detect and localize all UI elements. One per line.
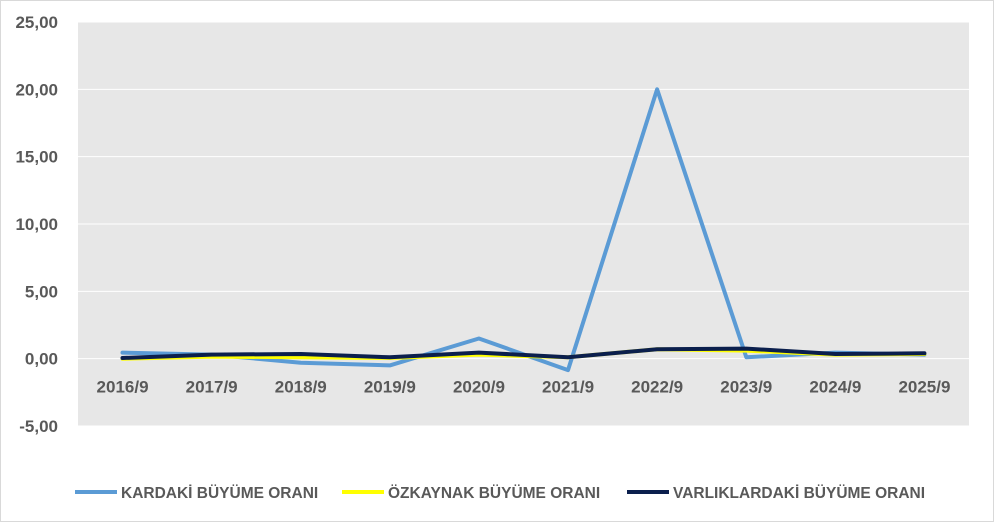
x-tick-label: 2025/9 (898, 378, 950, 397)
legend-label: KARDAKİ BÜYÜME ORANI (121, 485, 318, 502)
x-tick-label: 2018/9 (275, 378, 327, 397)
y-tick-label: 0,00 (25, 350, 58, 369)
y-tick-label: 10,00 (15, 215, 58, 234)
y-tick-label: -5,00 (19, 417, 58, 436)
x-axis-tick-labels: 2016/9 2017/9 2018/9 2019/9 2020/9 2021/9 2022… (97, 378, 951, 397)
y-tick-label: 15,00 (15, 148, 58, 167)
y-axis-tick-labels: -5,00 0,00 5,00 10,00 15,00 20,00 25,00 (15, 13, 58, 436)
x-tick-label: 2016/9 (97, 378, 149, 397)
legend-entry: VARLIKLARDAKİ BÜYÜME ORANI (627, 485, 925, 502)
x-tick-label: 2022/9 (631, 378, 683, 397)
legend-label: ÖZKAYNAK BÜYÜME ORANI (388, 485, 600, 502)
x-tick-label: 2021/9 (542, 378, 594, 397)
legend-entry: ÖZKAYNAK BÜYÜME ORANI (342, 485, 600, 502)
x-tick-label: 2019/9 (364, 378, 416, 397)
x-tick-label: 2020/9 (453, 378, 505, 397)
x-tick-label: 2024/9 (809, 378, 861, 397)
series-lines (120, 87, 927, 373)
x-tick-label: 2023/9 (720, 378, 772, 397)
y-tick-label: 20,00 (15, 80, 58, 99)
legend-label: VARLIKLARDAKİ BÜYÜME ORANI (673, 485, 925, 502)
y-tick-label: 5,00 (25, 282, 58, 301)
series-line-3 (120, 346, 927, 360)
legend-entry: KARDAKİ BÜYÜME ORANI (75, 485, 318, 502)
y-tick-label: 25,00 (15, 13, 58, 32)
legend: KARDAKİ BÜYÜME ORANI ÖZKAYNAK BÜYÜME ORAN… (75, 485, 925, 502)
x-tick-label: 2017/9 (186, 378, 238, 397)
